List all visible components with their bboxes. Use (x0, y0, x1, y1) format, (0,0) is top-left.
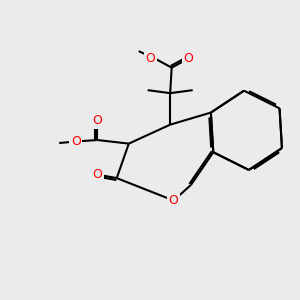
Text: O: O (71, 135, 81, 148)
Text: O: O (183, 52, 193, 65)
Text: O: O (145, 52, 155, 65)
Text: O: O (92, 168, 102, 181)
Text: O: O (169, 194, 178, 207)
Text: O: O (92, 114, 102, 127)
